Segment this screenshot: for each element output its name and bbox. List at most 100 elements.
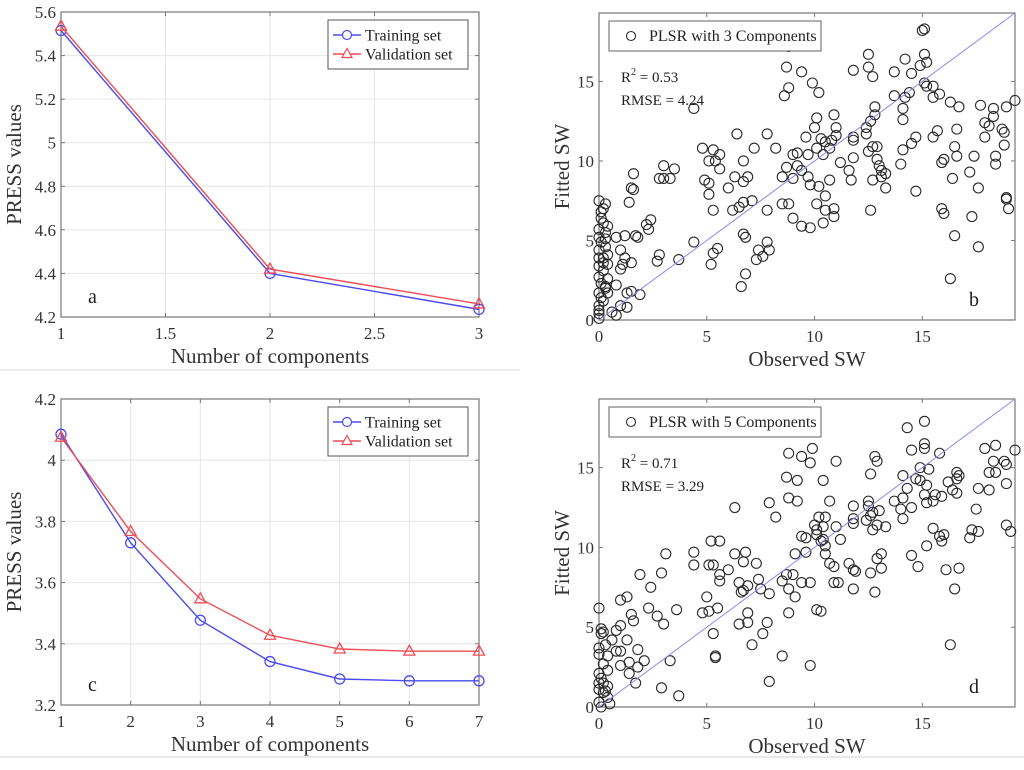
scatter-point: [787, 172, 799, 184]
scatter-point: [817, 217, 829, 229]
scatter-point: [983, 120, 995, 132]
scatter-point: [733, 618, 745, 630]
scatter-point: [593, 696, 605, 708]
scatter-point: [871, 455, 883, 467]
reference-line-1to1: [598, 398, 1016, 708]
scatter-point: [862, 145, 874, 157]
training-point-marker: [55, 428, 67, 440]
r-squared-superscript: 2: [631, 453, 636, 464]
scatter-point: [597, 265, 609, 277]
scatter-point: [806, 442, 818, 455]
scatter-point: [755, 583, 767, 595]
panel-a-press-3-components: 1 1.5 2 2.5 3 4.2 4.4 4.6 4.8 5 5.2 5.4 5.6 Number of…: [2, 3, 486, 368]
scatter-point: [871, 553, 883, 565]
scatter-point: [796, 450, 808, 463]
legend-box: [327, 19, 469, 70]
scatter-point: [606, 634, 618, 646]
scatter-point: [783, 583, 795, 595]
scatter-point: [599, 226, 612, 239]
scatter-point: [905, 444, 918, 456]
scatter-point: [897, 144, 909, 156]
scatter-point: [632, 231, 644, 243]
scatter-point: [811, 112, 823, 124]
scatter-point: [1009, 444, 1021, 456]
scatter-point: [951, 487, 963, 499]
scatter-point: [800, 532, 812, 544]
scatter-point: [862, 61, 874, 73]
scatter-point: [643, 602, 655, 614]
scatter-point: [843, 164, 855, 177]
scatter-point: [921, 479, 933, 491]
y-tick-label: 15: [577, 459, 594, 478]
scatter-point: [828, 211, 840, 223]
scatter-point: [800, 546, 812, 558]
scatter-point: [847, 564, 859, 576]
scatter-point: [914, 59, 926, 72]
scatter-point: [714, 575, 726, 587]
y-tick-label: 3.4: [35, 635, 57, 654]
scatter-point: [987, 110, 999, 122]
scatter-point: [746, 195, 758, 207]
x-tick-label: 7: [475, 712, 484, 731]
scatter-point: [599, 282, 612, 294]
scatter-point: [593, 308, 605, 320]
scatter-point: [847, 152, 859, 164]
legend-circle-icon: [341, 29, 353, 41]
scatter-point: [869, 101, 881, 113]
scatter-point: [830, 521, 842, 533]
scatter-point: [972, 525, 984, 538]
y-tick-label: 0: [586, 311, 595, 330]
scatter-point: [873, 160, 885, 172]
scatter-point: [746, 639, 758, 651]
scatter-point: [953, 101, 965, 113]
scatter-point: [990, 158, 1002, 170]
scatter-point: [927, 522, 939, 534]
scatter-point: [847, 134, 859, 146]
scatter-point: [953, 562, 965, 574]
scatter-point: [595, 206, 607, 218]
y-tick-label: 10: [577, 152, 594, 171]
scatter-point: [897, 114, 909, 126]
scatter-point: [918, 438, 931, 450]
scatter-point: [895, 503, 907, 515]
scatter-point: [895, 158, 907, 170]
scatter-point: [845, 174, 857, 186]
scatter-point: [936, 490, 948, 502]
scatter-point: [921, 80, 933, 92]
r-squared-annotation: R2 = 0.71: [621, 453, 678, 472]
scatter-point: [763, 675, 775, 688]
scatter-point: [934, 88, 946, 100]
scatter-point: [880, 521, 892, 533]
legend-box: [327, 406, 469, 457]
scatter-point: [610, 279, 622, 291]
series-line-training: [60, 433, 479, 682]
scatter-point: [936, 535, 948, 547]
scatter-point: [627, 184, 640, 196]
scatter-point: [707, 628, 719, 640]
scatter-points: [593, 23, 1021, 324]
scatter-point: [951, 466, 963, 478]
scatter-point: [615, 300, 627, 312]
legend-circle-icon: [625, 30, 637, 42]
y-tick-label: 4: [48, 451, 57, 470]
scatter-point: [707, 559, 719, 571]
scatter-point: [921, 540, 933, 552]
scatter-point: [990, 439, 1002, 451]
x-tick-label: 1: [57, 324, 66, 343]
y-tick-label: 5: [48, 134, 57, 153]
scatter-point: [643, 223, 655, 235]
scatter-point: [623, 656, 635, 668]
y-tick-label: 4.4: [35, 264, 57, 283]
scatter-point: [804, 179, 816, 191]
scatter-point: [688, 559, 700, 571]
scatter-point: [819, 540, 831, 552]
scatter-point: [593, 312, 605, 324]
scatter-point: [707, 144, 719, 156]
scatter-point: [847, 64, 859, 76]
scatter-point: [593, 648, 605, 660]
scatter-point: [796, 66, 808, 78]
scatter-point: [819, 190, 831, 202]
scatter-point: [860, 128, 872, 140]
scatter-point: [763, 497, 775, 509]
scatter-point: [949, 141, 961, 153]
